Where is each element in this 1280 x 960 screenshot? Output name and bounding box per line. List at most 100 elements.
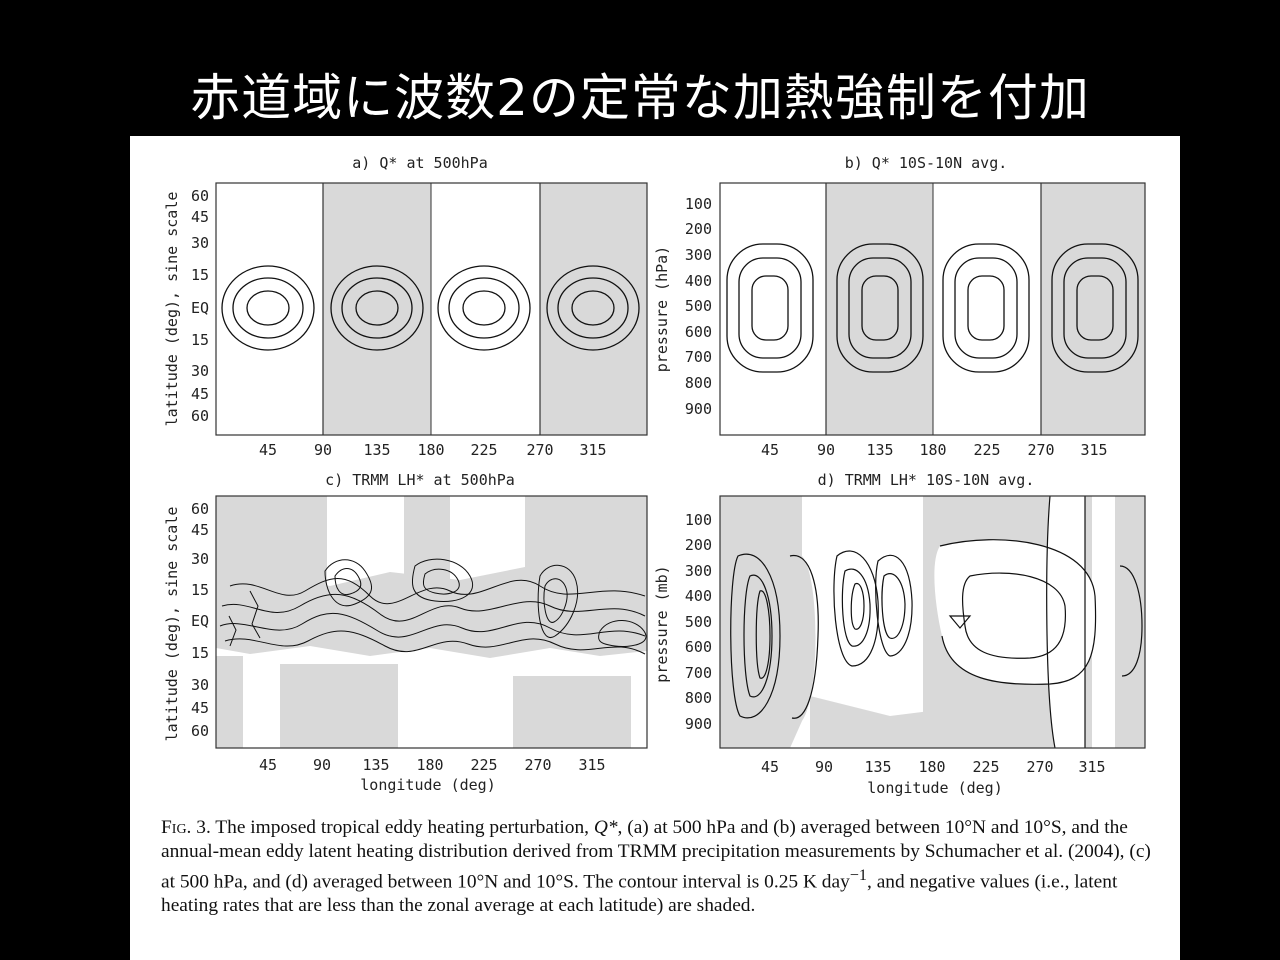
panel-c-xtick: 270 bbox=[524, 756, 551, 774]
panel-a-ytick: 60 bbox=[191, 407, 209, 425]
panel-b-xtick: 135 bbox=[866, 441, 893, 459]
panel-d-ytick: 400 bbox=[685, 587, 712, 605]
panel-b-ytick: 900 bbox=[685, 400, 712, 418]
panel-d-contours bbox=[730, 495, 1143, 749]
panel-d-title: d) TRMM LH* 10S-10N avg. bbox=[818, 471, 1035, 489]
panel-d-ylabel: pressure (mb) bbox=[653, 565, 671, 682]
panel-d-xticks: 45 90 135 180 225 270 315 bbox=[761, 758, 1106, 776]
figure-panels: a) Q* at 500hPa 60 45 30 15 EQ 15 30 45 … bbox=[163, 154, 1146, 797]
panel-a-xticks: 45 90 135 180 225 270 315 bbox=[259, 441, 607, 459]
panel-a-xtick: 135 bbox=[363, 441, 390, 459]
panel-a-ytick: 45 bbox=[191, 385, 209, 403]
panel-d-ytick: 800 bbox=[685, 689, 712, 707]
panel-c-xtick: 135 bbox=[362, 756, 389, 774]
panel-c-xtick: 45 bbox=[259, 756, 277, 774]
panel-c-ytick: 45 bbox=[191, 699, 209, 717]
panel-d: d) TRMM LH* 10S-10N avg. bbox=[653, 471, 1146, 797]
panel-a: a) Q* at 500hPa 60 45 30 15 EQ 15 30 45 … bbox=[163, 154, 648, 459]
panel-d-xtick: 270 bbox=[1026, 758, 1053, 776]
panel-d-xtick: 225 bbox=[972, 758, 999, 776]
panel-b-shade-2 bbox=[1041, 183, 1145, 435]
panel-c-ylabel: latitude (deg), sine scale bbox=[163, 507, 181, 742]
figure-caption: Fig. 3. The imposed tropical eddy heatin… bbox=[161, 816, 1156, 918]
panel-c-ytick: 15 bbox=[191, 581, 209, 599]
panel-d-frame bbox=[719, 495, 1146, 749]
panel-c-title: c) TRMM LH* at 500hPa bbox=[325, 471, 515, 489]
panel-c-ytick: EQ bbox=[191, 612, 209, 630]
panel-c-xtick: 180 bbox=[416, 756, 443, 774]
panel-b-contours bbox=[726, 243, 1139, 373]
panel-b-ytick: 300 bbox=[685, 246, 712, 264]
panel-b-ytick: 500 bbox=[685, 297, 712, 315]
panel-b-xtick: 90 bbox=[817, 441, 835, 459]
panel-a-shade-1 bbox=[323, 183, 431, 435]
panel-c-ytick: 60 bbox=[191, 500, 209, 518]
panel-a-ylabel: latitude (deg), sine scale bbox=[163, 192, 181, 427]
panel-b: b) Q* 10S-10N avg. 100 200 300 400 500 6… bbox=[653, 154, 1146, 459]
panel-d-ytick: 700 bbox=[685, 664, 712, 682]
panel-a-ytick: 15 bbox=[191, 266, 209, 284]
figure-3: a) Q* at 500hPa 60 45 30 15 EQ 15 30 45 … bbox=[130, 136, 1180, 960]
panel-a-yticks: 60 45 30 15 EQ 15 30 45 60 bbox=[191, 187, 209, 425]
panel-c-ytick: 45 bbox=[191, 521, 209, 539]
panel-b-ytick: 200 bbox=[685, 220, 712, 238]
panel-b-yticks: 100 200 300 400 500 600 700 800 900 bbox=[685, 195, 712, 418]
panel-d-ytick: 500 bbox=[685, 613, 712, 631]
panel-c-ytick: 15 bbox=[191, 644, 209, 662]
panel-b-shade-1 bbox=[826, 183, 933, 435]
panel-b-xticks: 45 90 135 180 225 270 315 bbox=[761, 441, 1108, 459]
caption-part2: , (a) at 500 hPa and (b) averaged betwee… bbox=[161, 817, 1151, 893]
panel-c-ytick: 60 bbox=[191, 722, 209, 740]
panel-b-ylabel: pressure (hPa) bbox=[653, 246, 671, 372]
panel-c-ytick: 30 bbox=[191, 676, 209, 694]
panel-a-shade-2 bbox=[540, 183, 647, 435]
panel-c-contours bbox=[219, 558, 647, 655]
panel-a-frame bbox=[215, 182, 648, 436]
panel-a-ytick: 30 bbox=[191, 362, 209, 380]
panel-a-xtick: 225 bbox=[470, 441, 497, 459]
panel-c-xtick: 315 bbox=[578, 756, 605, 774]
panel-a-xtick: 270 bbox=[526, 441, 553, 459]
panel-b-ytick: 700 bbox=[685, 348, 712, 366]
panel-d-ytick: 600 bbox=[685, 638, 712, 656]
panel-a-ytick: 45 bbox=[191, 208, 209, 226]
panel-d-xtick: 315 bbox=[1078, 758, 1105, 776]
panel-c: c) TRMM LH* at 500hPa 6 bbox=[163, 471, 648, 794]
panel-a-xtick: 315 bbox=[579, 441, 606, 459]
panel-d-xtick: 45 bbox=[761, 758, 779, 776]
panel-d-yticks: 100 200 300 400 500 600 700 800 900 bbox=[685, 511, 712, 733]
panel-a-xtick: 180 bbox=[417, 441, 444, 459]
panel-b-xtick: 180 bbox=[919, 441, 946, 459]
panel-b-ytick: 600 bbox=[685, 323, 712, 341]
panel-b-ytick: 800 bbox=[685, 374, 712, 392]
panel-c-xtick: 225 bbox=[470, 756, 497, 774]
panel-b-frame bbox=[719, 182, 1146, 436]
panel-b-xtick: 315 bbox=[1080, 441, 1107, 459]
panel-a-ytick: 60 bbox=[191, 187, 209, 205]
panel-d-ytick: 300 bbox=[685, 562, 712, 580]
panel-b-title: b) Q* 10S-10N avg. bbox=[845, 154, 1008, 172]
panel-b-ytick: 400 bbox=[685, 272, 712, 290]
panel-c-shading bbox=[216, 496, 647, 748]
panel-a-contours bbox=[221, 265, 640, 351]
caption-sup: −1 bbox=[849, 867, 867, 884]
panel-a-xtick: 90 bbox=[314, 441, 332, 459]
caption-part3: , and negative values (i.e., latent heat… bbox=[161, 871, 1118, 917]
panel-d-xtick: 180 bbox=[918, 758, 945, 776]
caption-q: Q* bbox=[593, 817, 618, 838]
panel-a-ytick: EQ bbox=[191, 299, 209, 317]
panel-c-xtick: 90 bbox=[313, 756, 331, 774]
panel-b-xtick: 225 bbox=[973, 441, 1000, 459]
panel-d-ytick: 200 bbox=[685, 536, 712, 554]
panel-c-ytick: 30 bbox=[191, 550, 209, 568]
panel-a-title: a) Q* at 500hPa bbox=[352, 154, 487, 172]
slide-title: 赤道域に波数2の定常な加熱強制を付加 bbox=[190, 69, 1090, 127]
panel-d-xlabel: longitude (deg) bbox=[867, 779, 1002, 797]
panel-b-xtick: 45 bbox=[761, 441, 779, 459]
panel-d-ytick: 100 bbox=[685, 511, 712, 529]
panel-b-xtick: 270 bbox=[1027, 441, 1054, 459]
panel-d-ytick: 900 bbox=[685, 715, 712, 733]
panel-c-frame bbox=[215, 495, 648, 749]
panel-a-xtick: 45 bbox=[259, 441, 277, 459]
panel-c-xlabel: longitude (deg) bbox=[360, 776, 495, 794]
